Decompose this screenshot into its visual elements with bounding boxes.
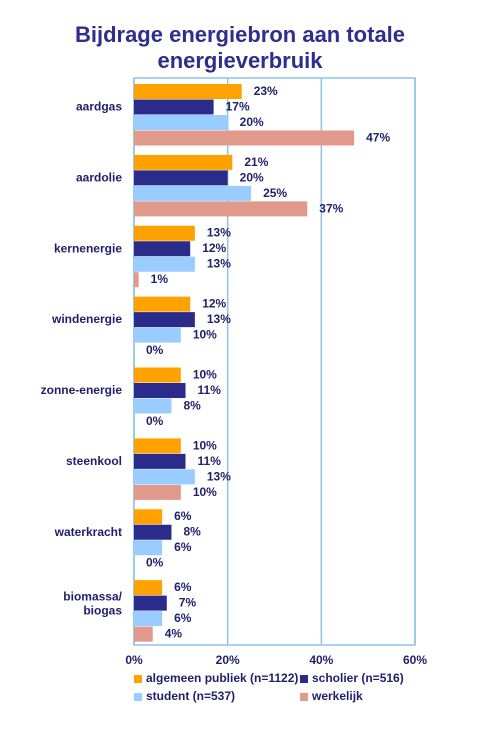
- bar: [134, 438, 181, 454]
- y-tick-label: windenergie: [51, 312, 122, 326]
- bar: [134, 201, 308, 217]
- y-tick-label: aardolie: [76, 170, 122, 184]
- bar: [134, 312, 195, 328]
- bar: [134, 241, 191, 257]
- value-label: 20%: [240, 170, 264, 184]
- value-label: 13%: [207, 469, 231, 483]
- y-tick-label: aardgas: [76, 100, 122, 114]
- value-label: 13%: [207, 226, 231, 240]
- y-tick-label: steenkool: [66, 454, 122, 468]
- value-label: 7%: [179, 596, 197, 610]
- legend-label: werkelijk: [311, 689, 363, 703]
- legend-swatch: [134, 693, 142, 701]
- value-label: 47%: [366, 130, 390, 144]
- bar: [134, 580, 163, 596]
- bar: [134, 509, 163, 525]
- x-tick-label: 40%: [309, 653, 333, 667]
- value-label: 11%: [198, 454, 222, 468]
- value-label: 10%: [193, 485, 217, 499]
- value-label: 10%: [193, 438, 217, 452]
- bar: [134, 115, 228, 130]
- value-label: 4%: [165, 627, 183, 641]
- bar: [134, 272, 139, 288]
- x-tick-label: 20%: [216, 653, 240, 667]
- value-label: 0%: [146, 414, 164, 428]
- bar: [134, 611, 163, 627]
- bar: [134, 595, 167, 611]
- legend-label: scholier (n=516): [312, 671, 404, 685]
- value-label: 13%: [207, 312, 231, 326]
- bar: [134, 367, 181, 383]
- value-label: 23%: [254, 84, 278, 98]
- value-label: 12%: [202, 241, 226, 255]
- legend-swatch: [300, 675, 308, 683]
- legend-swatch: [134, 675, 142, 683]
- value-label: 6%: [174, 580, 192, 594]
- bar: [134, 225, 195, 241]
- value-label: 6%: [174, 540, 192, 554]
- value-label: 8%: [183, 525, 201, 539]
- bar: [134, 99, 214, 115]
- bar: [134, 453, 186, 469]
- bar: [134, 185, 252, 201]
- bar: [134, 540, 163, 556]
- legend-label: student (n=537): [146, 689, 235, 703]
- bar: [134, 626, 153, 642]
- value-label: 6%: [174, 611, 192, 625]
- value-label: 21%: [244, 155, 268, 169]
- y-tick-label: kernenergie: [54, 241, 122, 255]
- value-label: 12%: [202, 297, 226, 311]
- legend-swatch: [300, 693, 308, 701]
- plot-frame: [133, 77, 416, 646]
- bar: [134, 327, 181, 343]
- x-tick-label: 0%: [125, 653, 143, 667]
- bar: [134, 256, 195, 272]
- value-label: 13%: [207, 257, 231, 271]
- value-label: 25%: [263, 186, 287, 200]
- value-label: 0%: [146, 343, 164, 357]
- bar: [134, 170, 228, 186]
- x-tick-label: 60%: [403, 653, 427, 667]
- bar: [134, 154, 233, 170]
- bar: [134, 398, 172, 414]
- bar: [134, 469, 195, 485]
- value-label: 10%: [193, 328, 217, 342]
- bar: [134, 84, 242, 99]
- bar: [134, 296, 191, 312]
- bar: [134, 524, 172, 540]
- value-label: 6%: [174, 509, 192, 523]
- value-label: 20%: [240, 115, 264, 129]
- value-label: 0%: [146, 556, 164, 570]
- value-label: 11%: [198, 383, 222, 397]
- bar: [134, 484, 181, 500]
- bar: [134, 130, 355, 146]
- y-tick-label: biomassa/biogas: [63, 590, 122, 618]
- value-label: 10%: [193, 367, 217, 381]
- bar: [134, 383, 186, 398]
- value-label: 1%: [151, 272, 169, 286]
- value-label: 17%: [226, 99, 250, 113]
- chart-title: Bijdrage energiebron aan totale energiev…: [74, 22, 406, 73]
- value-label: 37%: [319, 201, 343, 215]
- value-label: 8%: [183, 398, 201, 412]
- legend-label: algemeen publiek (n=1122): [146, 671, 298, 685]
- y-tick-label: zonne-energie: [41, 383, 123, 397]
- y-tick-label: waterkracht: [54, 525, 122, 539]
